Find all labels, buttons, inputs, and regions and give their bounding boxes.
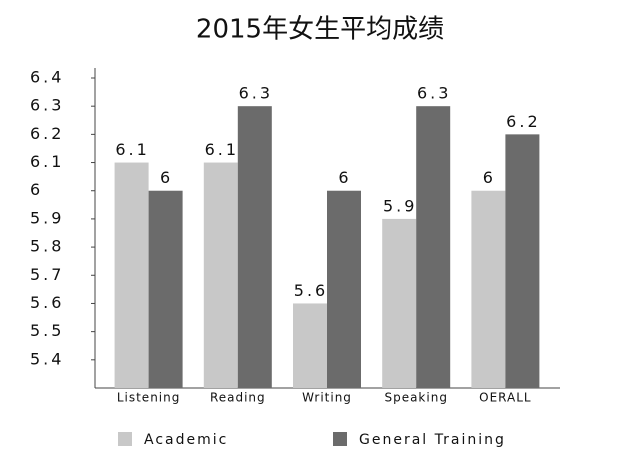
legend-swatch <box>118 432 132 446</box>
value-label: 6.3 <box>239 84 273 103</box>
bar <box>327 190 361 388</box>
value-label: 6.1 <box>205 140 239 159</box>
y-tick-label: 5.6 <box>30 293 64 312</box>
y-tick-label: 5.9 <box>30 208 64 227</box>
bar <box>148 190 183 388</box>
y-tick-label: 5.5 <box>30 321 64 340</box>
legend-label: Academic <box>144 432 228 448</box>
value-label: 6.3 <box>417 84 451 103</box>
bar <box>416 106 451 388</box>
y-tick-label: 6 <box>30 180 43 199</box>
value-label: 6 <box>160 168 173 187</box>
legend-swatch <box>333 432 347 446</box>
bar <box>114 162 149 388</box>
x-tick-label: OERALL <box>479 391 531 405</box>
bar <box>293 303 327 388</box>
bar <box>471 190 506 388</box>
y-tick-label: 6.1 <box>30 152 64 171</box>
value-label: 6 <box>338 168 351 187</box>
bar <box>203 162 238 388</box>
y-tick-label: 5.8 <box>30 237 64 256</box>
y-tick-label: 6.2 <box>30 124 64 143</box>
bar <box>382 218 417 388</box>
value-label: 6 <box>483 168 496 187</box>
y-tick-label: 5.4 <box>30 349 64 368</box>
x-tick-label: Reading <box>210 391 266 405</box>
x-tick-label: Speaking <box>384 391 447 405</box>
bar <box>237 106 272 388</box>
y-tick-label: 5.7 <box>30 265 64 284</box>
chart-title: 2015年女生平均成绩 <box>196 15 444 45</box>
x-tick-label: Listening <box>117 391 181 405</box>
value-label: 5.6 <box>294 281 328 300</box>
x-tick-label: Writing <box>302 391 352 405</box>
value-label: 6.2 <box>506 112 540 131</box>
value-label: 5.9 <box>383 196 417 215</box>
value-label: 6.1 <box>115 140 149 159</box>
y-tick-label: 6.4 <box>30 68 64 87</box>
legend-label: General Training <box>359 432 506 448</box>
bar <box>505 134 540 388</box>
y-tick-label: 6.3 <box>30 96 64 115</box>
